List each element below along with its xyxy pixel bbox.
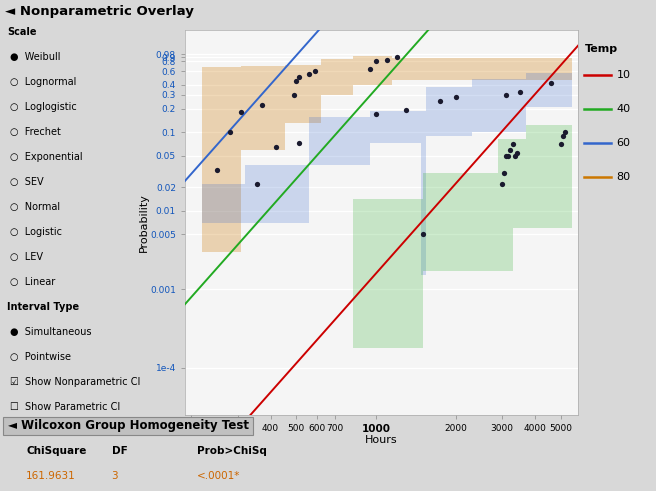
- Text: 40: 40: [617, 104, 630, 114]
- Text: ChiSquare: ChiSquare: [26, 445, 87, 456]
- Text: ◄ Wilcoxon Group Homogeneity Test: ◄ Wilcoxon Group Homogeneity Test: [8, 419, 249, 433]
- Text: ○  Frechet: ○ Frechet: [10, 127, 61, 137]
- Text: Interval Type: Interval Type: [7, 302, 79, 312]
- Text: ○  SEV: ○ SEV: [10, 177, 44, 187]
- Text: DF: DF: [112, 445, 127, 456]
- Text: ○  Logistic: ○ Logistic: [10, 227, 62, 237]
- Text: ○  Normal: ○ Normal: [10, 202, 60, 212]
- FancyBboxPatch shape: [3, 417, 253, 435]
- Text: Temp: Temp: [585, 44, 619, 54]
- Text: ○  Lognormal: ○ Lognormal: [10, 77, 77, 87]
- Text: 10: 10: [617, 70, 630, 80]
- Text: 60: 60: [617, 138, 630, 148]
- Text: ●  Simultaneous: ● Simultaneous: [10, 327, 92, 337]
- Text: ☐  Show Parametric CI: ☐ Show Parametric CI: [10, 402, 121, 412]
- Text: Prob>ChiSq: Prob>ChiSq: [197, 445, 267, 456]
- Text: ◄ Nonparametric Overlay: ◄ Nonparametric Overlay: [5, 4, 194, 18]
- Text: ○  Pointwise: ○ Pointwise: [10, 352, 72, 362]
- Text: Scale: Scale: [7, 27, 36, 37]
- Text: ○  LEV: ○ LEV: [10, 252, 43, 262]
- Text: ○  Exponential: ○ Exponential: [10, 152, 83, 162]
- Text: 161.9631: 161.9631: [26, 471, 76, 481]
- Text: 80: 80: [617, 172, 630, 182]
- Text: ○  Linear: ○ Linear: [10, 277, 56, 287]
- Text: ●  Weibull: ● Weibull: [10, 52, 61, 62]
- X-axis label: Hours: Hours: [365, 436, 398, 445]
- Y-axis label: Probability: Probability: [138, 193, 149, 252]
- Text: ○  Loglogistic: ○ Loglogistic: [10, 102, 77, 112]
- Text: ☑  Show Nonparametric CI: ☑ Show Nonparametric CI: [10, 377, 140, 387]
- Text: <.0001*: <.0001*: [197, 471, 240, 481]
- Text: 3: 3: [112, 471, 118, 481]
